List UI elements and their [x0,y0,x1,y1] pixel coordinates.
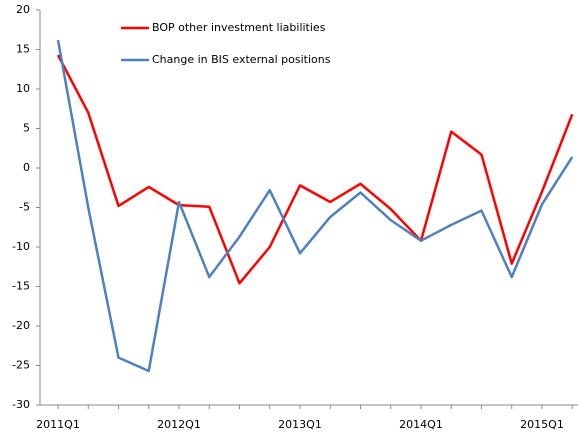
x-tick-label: 2011Q1 [36,418,80,431]
x-tick-label: 2012Q1 [157,418,201,431]
legend-label: BOP other investment liabilities [152,21,326,34]
y-tick-label: 0 [23,161,30,174]
y-tick-label: -10 [12,240,30,253]
y-tick-label: 20 [16,3,30,16]
series-line [56,39,574,373]
y-tick-label: -20 [12,319,30,332]
y-tick-label: -5 [19,201,30,214]
y-tick-label: -25 [12,359,30,372]
y-tick-label: -15 [12,280,30,293]
y-tick-label: 5 [23,122,30,135]
x-tick-label: 2013Q1 [278,418,322,431]
y-tick-label: 15 [16,43,30,56]
x-tick-label: 2015Q1 [520,418,564,431]
x-tick-label: 2014Q1 [399,418,443,431]
y-tick-label: 10 [16,82,30,95]
legend-label: Change in BIS external positions [152,53,331,66]
series-line [56,54,574,285]
y-tick-label: -30 [12,398,30,411]
